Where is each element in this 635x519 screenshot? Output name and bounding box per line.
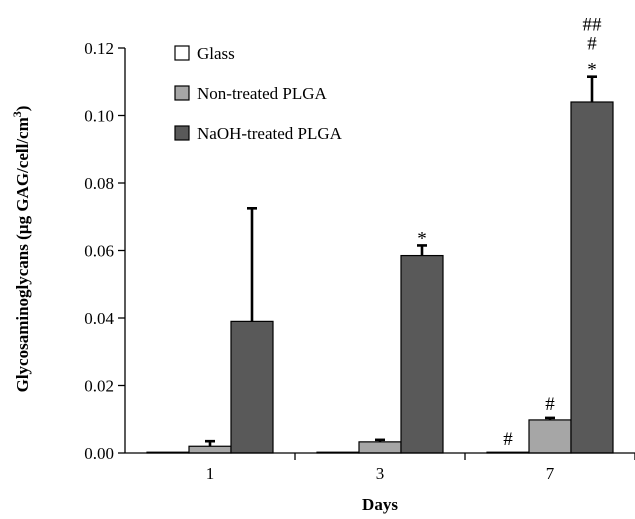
- significance-mark: #: [503, 429, 513, 450]
- axes: 0.00 0.02 0.04 0.06 0.08 0.10 0.12 1 3 7: [84, 39, 635, 483]
- significance-mark: *: [417, 228, 427, 249]
- significance-mark: ##: [583, 15, 603, 36]
- significance-mark: *: [587, 60, 597, 81]
- y-tick-label: 0.12: [84, 39, 114, 58]
- error-bars: [205, 75, 597, 447]
- legend-label: Non-treated PLGA: [197, 84, 328, 103]
- x-tick-label: 3: [376, 464, 385, 483]
- y-tick-label: 0.04: [84, 309, 114, 328]
- x-axis-title: Days: [362, 495, 398, 514]
- legend-swatch: [174, 85, 190, 101]
- x-tick-label: 7: [546, 464, 555, 483]
- bars: [146, 101, 614, 454]
- bar: [528, 419, 572, 454]
- y-axis-title-close: ): [13, 106, 32, 112]
- y-axis-title-main: Glycosaminoglycans (µg GAG/cell/cm: [13, 117, 32, 392]
- x-tick-label: 1: [206, 464, 215, 483]
- legend-swatch: [174, 45, 190, 61]
- y-tick-label: 0.00: [84, 444, 114, 463]
- bar: [230, 320, 274, 454]
- bar: [358, 441, 402, 454]
- y-tick-label: 0.08: [84, 174, 114, 193]
- bar: [188, 445, 232, 454]
- significance-mark: #: [587, 34, 597, 55]
- annotations: *##*###: [417, 15, 602, 450]
- y-tick-label: 0.06: [84, 242, 114, 261]
- y-tick-label: 0.02: [84, 377, 114, 396]
- legend-swatch: [174, 125, 190, 141]
- y-axis-title-superscript: 3: [10, 111, 24, 117]
- bar: [570, 101, 614, 454]
- y-tick-label: 0.10: [84, 107, 114, 126]
- legend-label: NaOH-treated PLGA: [197, 124, 343, 143]
- bar: [400, 254, 444, 454]
- legend: Glass Non-treated PLGA NaOH-treated PLGA: [174, 44, 343, 143]
- legend-label: Glass: [197, 44, 235, 63]
- y-axis-title: Glycosaminoglycans (µg GAG/cell/cm3): [10, 106, 32, 393]
- significance-mark: #: [545, 394, 555, 415]
